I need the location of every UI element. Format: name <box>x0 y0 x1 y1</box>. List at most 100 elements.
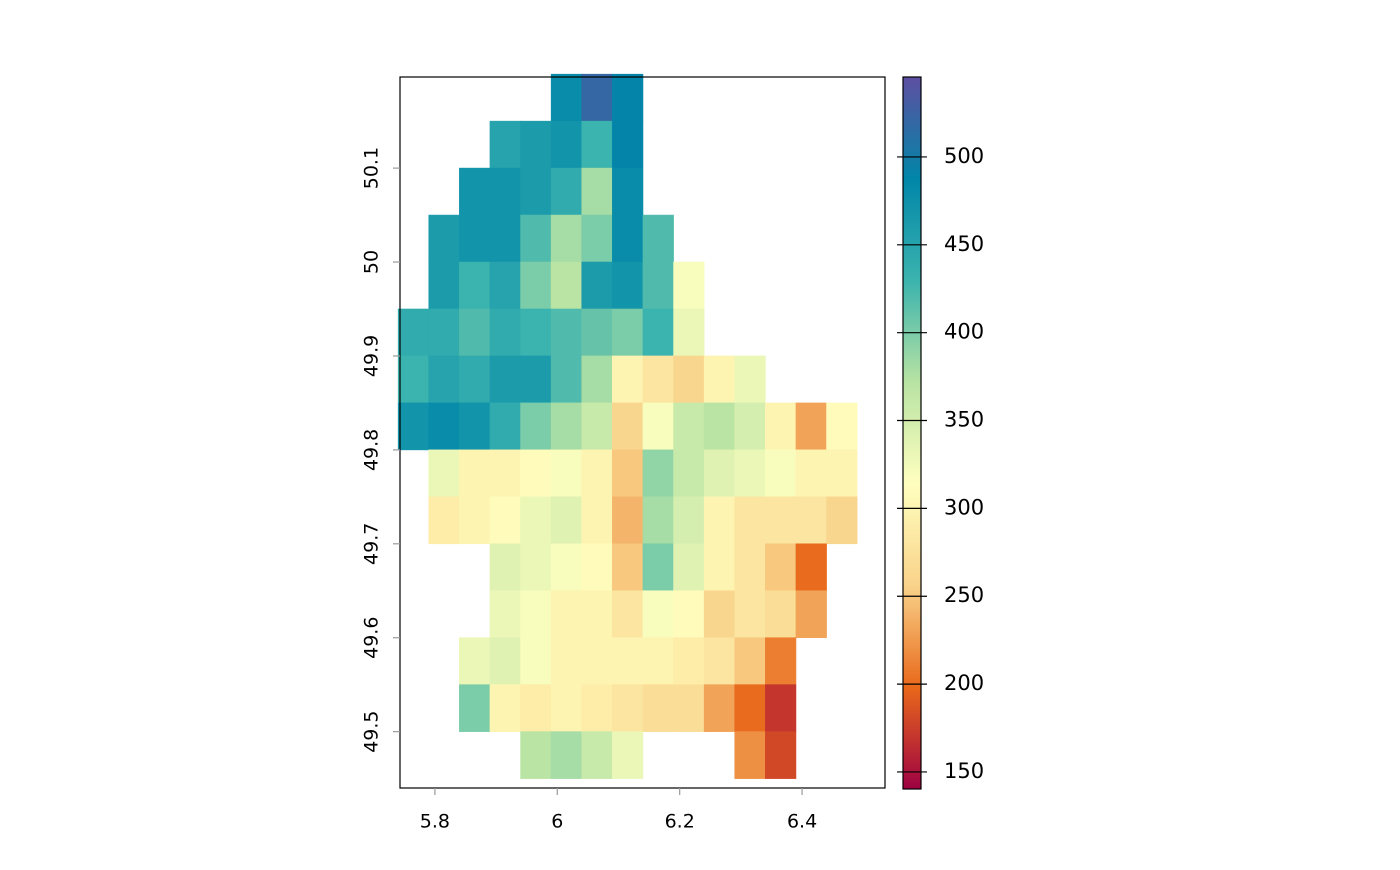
raster-cell <box>734 543 766 592</box>
raster-cell <box>642 590 674 639</box>
raster-cell <box>428 355 460 404</box>
raster-cell <box>520 261 552 310</box>
raster-cell <box>703 402 736 451</box>
raster-cell <box>520 590 552 639</box>
y-tick-label: 50.1 <box>361 147 383 189</box>
raster-cell <box>489 120 521 169</box>
raster-cell <box>550 167 583 216</box>
raster-cell <box>459 261 491 310</box>
y-tick-label: 49.6 <box>361 617 383 659</box>
raster-cell <box>795 496 827 545</box>
raster-cell <box>459 355 491 404</box>
raster-cell <box>520 684 552 732</box>
raster-cell <box>795 449 827 498</box>
raster-cell <box>612 261 644 310</box>
raster-cell <box>459 402 491 451</box>
raster-cell <box>520 402 552 451</box>
raster-cell <box>581 167 613 216</box>
raster-cell <box>826 496 858 545</box>
raster-cell <box>765 449 797 498</box>
raster-cell <box>459 684 491 732</box>
raster-cell <box>826 449 858 498</box>
raster-cell <box>673 308 705 357</box>
raster-cell <box>520 214 552 263</box>
legend-label: 450 <box>944 232 984 256</box>
raster-cell <box>581 120 613 169</box>
raster-cell <box>765 496 797 545</box>
raster-cell <box>397 308 430 357</box>
raster-cell <box>826 402 858 451</box>
raster-cell <box>428 261 460 310</box>
raster-cell <box>642 261 674 310</box>
raster-cell <box>459 496 491 545</box>
raster-cell <box>642 402 674 451</box>
raster-cell <box>428 402 460 451</box>
x-tick-label: 5.8 <box>420 811 450 833</box>
raster-cell <box>673 590 705 639</box>
raster-cell <box>581 214 613 263</box>
raster-cell <box>550 590 583 639</box>
raster-cell <box>459 637 491 685</box>
raster-cell <box>581 261 613 310</box>
raster-cell <box>703 496 736 545</box>
x-tick-label: 6.2 <box>665 811 695 833</box>
raster-cell <box>612 167 644 216</box>
raster-cell <box>642 684 674 732</box>
raster-cell <box>489 590 521 639</box>
raster-cell <box>612 731 644 779</box>
raster-cell <box>612 637 644 685</box>
raster-cell <box>581 308 613 357</box>
raster-cell <box>612 73 644 122</box>
raster-cell <box>520 637 552 685</box>
raster-cell <box>581 73 613 122</box>
raster-cell <box>734 684 766 732</box>
raster-cell <box>489 543 521 592</box>
raster-cell <box>550 120 583 169</box>
raster-cell <box>673 449 705 498</box>
legend-label: 350 <box>944 408 984 432</box>
raster-cell <box>550 355 583 404</box>
raster-cell <box>520 167 552 216</box>
legend-label: 400 <box>944 320 984 344</box>
raster-cell <box>612 308 644 357</box>
raster-cell <box>734 449 766 498</box>
raster-cell <box>520 496 552 545</box>
raster-cell <box>703 637 736 685</box>
raster-cell <box>489 637 521 685</box>
raster-cell <box>612 120 644 169</box>
raster-cell <box>703 590 736 639</box>
raster-cell <box>765 684 797 732</box>
y-tick-label: 49.7 <box>361 523 383 565</box>
raster-cell <box>459 449 491 498</box>
raster-cell <box>550 261 583 310</box>
raster-cell <box>550 684 583 732</box>
raster-cell <box>581 355 613 404</box>
raster-cell <box>642 543 674 592</box>
raster-cell <box>642 496 674 545</box>
raster-cell <box>489 496 521 545</box>
legend-label: 150 <box>944 759 984 783</box>
raster-cell <box>520 355 552 404</box>
raster-cell <box>459 167 491 216</box>
raster-cell <box>428 449 460 498</box>
raster-cell <box>703 449 736 498</box>
raster-cell <box>489 261 521 310</box>
raster-cell <box>581 543 613 592</box>
raster-cell <box>765 402 797 451</box>
raster-cell <box>489 449 521 498</box>
raster-cell <box>673 543 705 592</box>
y-tick-label: 50 <box>361 250 383 274</box>
raster-cell <box>765 731 797 779</box>
raster-cell <box>581 684 613 732</box>
raster-cell <box>520 731 552 779</box>
raster-cell <box>550 449 583 498</box>
raster-cell <box>489 355 521 404</box>
legend-label: 500 <box>944 144 984 168</box>
raster-cell <box>612 355 644 404</box>
raster-cell <box>581 496 613 545</box>
raster-cell <box>397 355 430 404</box>
raster-cell <box>673 684 705 732</box>
raster-cell <box>673 261 705 310</box>
raster-cell <box>612 449 644 498</box>
raster-cell <box>612 496 644 545</box>
